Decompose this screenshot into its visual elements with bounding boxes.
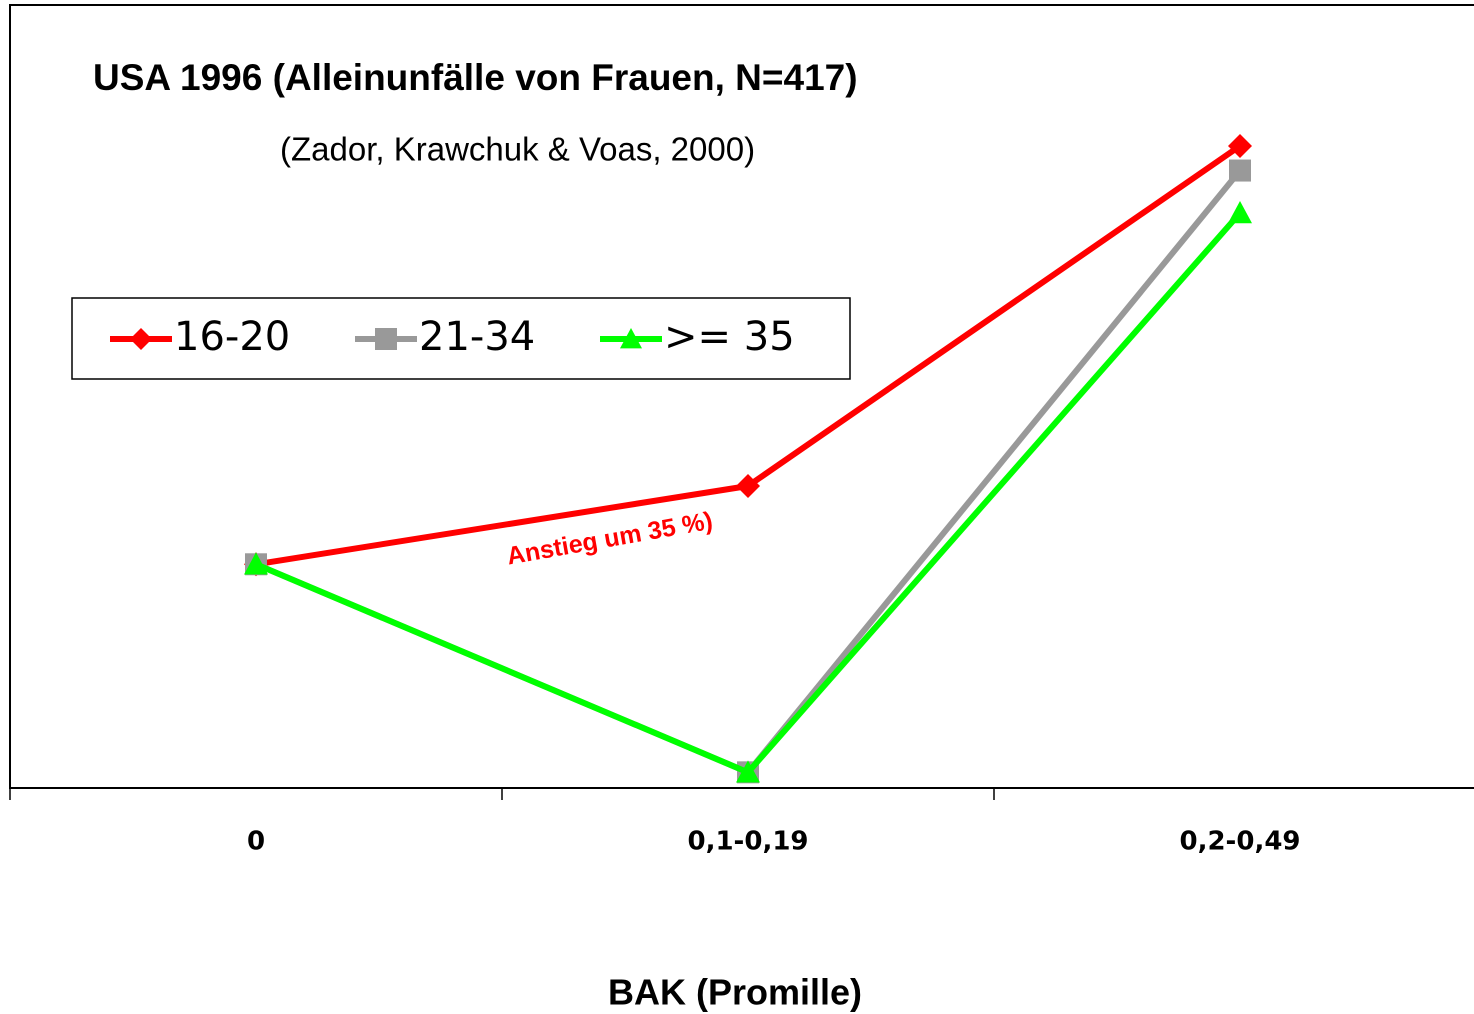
marker [736,473,760,498]
x-tick-label: 0,1-0,19 [688,827,809,857]
marker [244,552,268,575]
chart-title: USA 1996 (Alleinunfälle von Frauen, N=41… [93,57,858,98]
marker [736,760,760,783]
marker [620,328,642,349]
plot-area [9,4,1474,789]
legend-box [71,297,851,380]
legend-label: 16-20 [174,314,290,360]
x-tick-label: 0,2-0,49 [1180,827,1301,857]
marker [1229,159,1251,182]
x-axis-title: BAK (Promille) [608,972,862,1013]
marker [130,328,152,350]
chart-subtitle: (Zador, Krawchuk & Voas, 2000) [280,131,755,168]
legend-label: 21-34 [419,314,535,360]
marker [1228,201,1252,224]
marker [1228,133,1252,158]
x-tick-label: 0 [247,827,265,857]
marker [375,328,397,350]
legend-label: >= 35 [664,314,795,360]
